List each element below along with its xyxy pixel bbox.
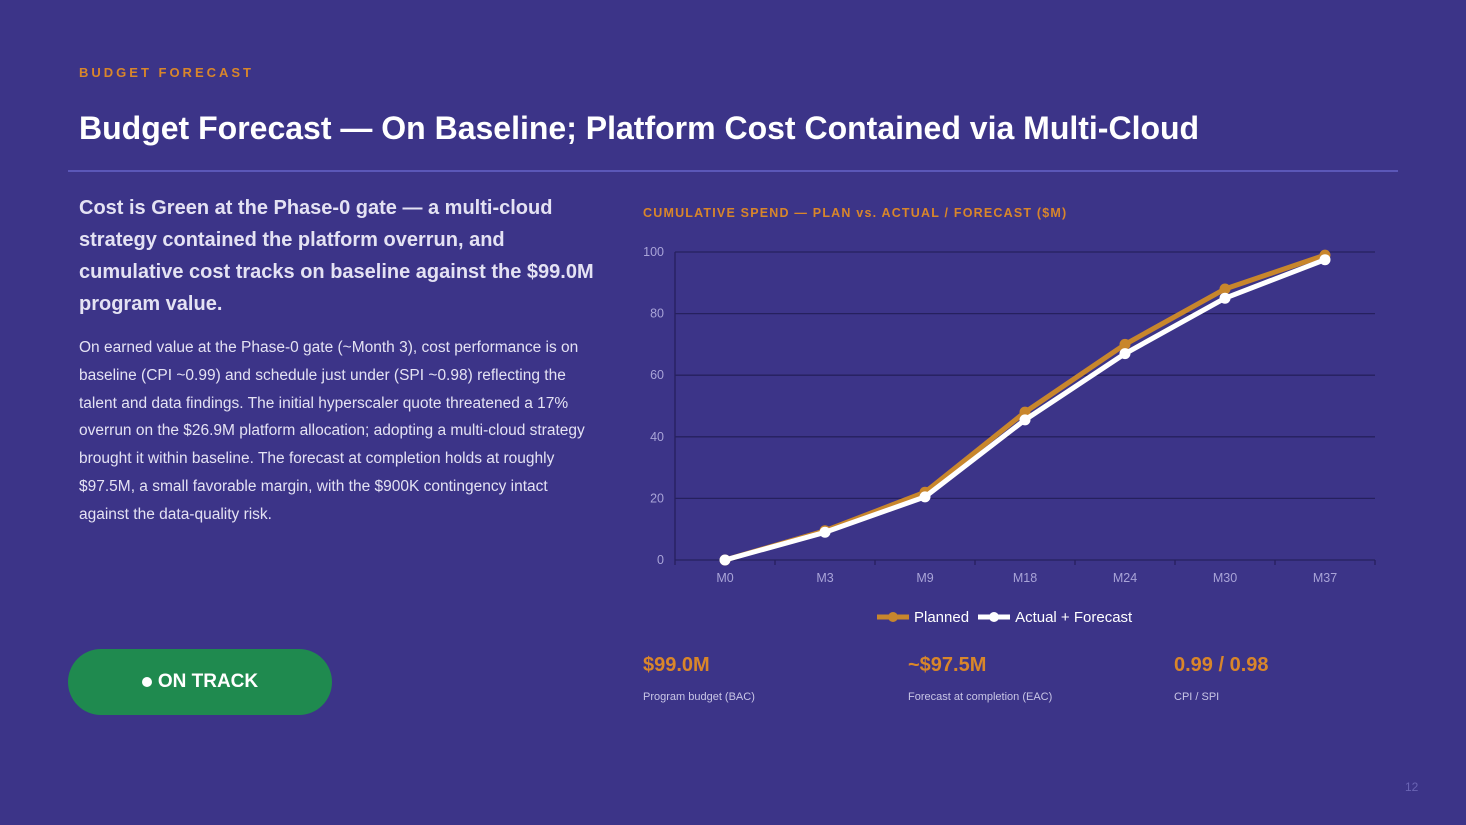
x-tick-label-m3: M3 [816, 571, 833, 585]
lead-paragraph: Cost is Green at the Phase-0 gate — a mu… [79, 197, 594, 315]
planned-line-icon [877, 612, 909, 622]
cumulative-spend-chart: 0 20 40 60 80 100 M0 M3 M9 M18 M24 M30 M37 [643, 245, 1376, 585]
kpi-budget-value: $99.0M [643, 654, 710, 676]
x-tick-label-m24: M24 [1113, 571, 1137, 585]
x-tick-label-m9: M9 [916, 571, 933, 585]
data-point-planned-m30 [1219, 283, 1231, 295]
y-tick-label-60: 60 [650, 368, 664, 382]
x-tick-label-m18: M18 [1013, 571, 1037, 585]
actual-line-icon [978, 612, 1011, 622]
y-tick-label-20: 20 [650, 491, 664, 505]
data-point-planned-m18 [1019, 406, 1031, 418]
y-tick-label-40: 40 [650, 430, 664, 444]
kpi-budget: $99.0M Program budget (BAC) [643, 654, 755, 703]
data-point-actual-forecast-m18 [1019, 414, 1031, 426]
status-dot-icon [141, 677, 152, 687]
kpi-cpi-spi-value: 0.99 / 0.98 [1174, 654, 1269, 676]
page-number: 12 [1405, 780, 1419, 794]
data-point-actual-forecast-m37 [1319, 254, 1331, 266]
chart-legend: Planned Actual + Forecast [876, 607, 1140, 627]
data-point-actual-forecast-m0 [719, 554, 731, 566]
data-point-actual-forecast-m9 [919, 491, 931, 503]
y-tick-label-100: 100 [643, 245, 664, 259]
status-label: ON TRACK [157, 671, 259, 692]
title-divider [68, 170, 1398, 172]
eyebrow-label: BUDGET FORECAST [79, 65, 254, 80]
chart-title: CUMULATIVE SPEND — PLAN vs. ACTUAL / FOR… [643, 206, 1068, 220]
data-point-actual-forecast-m24 [1119, 348, 1131, 360]
data-point-planned-m24 [1119, 338, 1131, 350]
data-point-actual-forecast-m3 [819, 526, 831, 538]
kpi-budget-label: Program budget (BAC) [643, 691, 755, 703]
x-tick-label-m37: M37 [1313, 571, 1337, 585]
kpi-cpi-spi: 0.99 / 0.98 CPI / SPI [1174, 654, 1269, 703]
page-title: Budget Forecast — On Baseline; Platform … [79, 110, 1200, 146]
x-tick-label-m0: M0 [716, 571, 733, 585]
kpi-eac-label: Forecast at completion (EAC) [908, 691, 1053, 703]
x-tick-label-m30: M30 [1213, 571, 1237, 585]
kpi-cpi-spi-label: CPI / SPI [1174, 691, 1220, 703]
legend-item-planned: Planned [876, 607, 969, 627]
y-tick-label-80: 80 [650, 307, 664, 321]
legend-label-actual: Actual + Forecast [1015, 608, 1133, 626]
y-tick-label-0: 0 [657, 553, 664, 567]
kpi-eac-value: ~$97.5M [908, 654, 987, 676]
legend-label-planned: Planned [914, 608, 970, 626]
data-point-actual-forecast-m30 [1219, 292, 1231, 304]
kpi-eac: ~$97.5M Forecast at completion (EAC) [908, 654, 1052, 703]
status-badge: ON TRACK [68, 649, 332, 715]
body-paragraph: On earned value at the Phase-0 gate (~Mo… [79, 339, 585, 523]
legend-item-actual: Actual + Forecast [977, 607, 1132, 627]
